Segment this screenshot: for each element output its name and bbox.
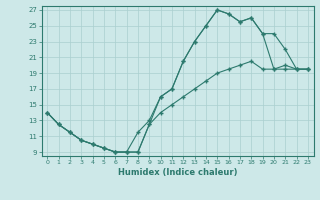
X-axis label: Humidex (Indice chaleur): Humidex (Indice chaleur) <box>118 168 237 177</box>
